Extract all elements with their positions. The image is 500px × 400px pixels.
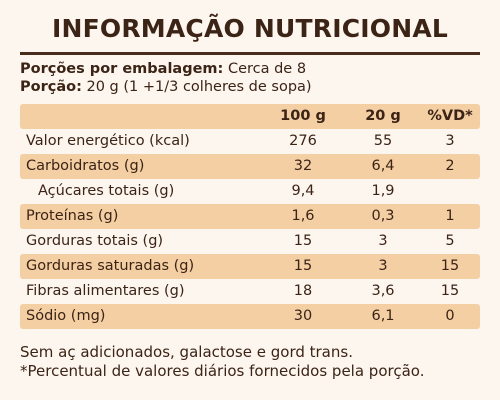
value-100g: 1,6 bbox=[291, 208, 315, 224]
nutrient-label: Gorduras totais (g) bbox=[26, 233, 164, 249]
header-vd: %VD* bbox=[427, 108, 473, 124]
nutrient-label: Açúcares totais (g) bbox=[38, 183, 175, 199]
portion-size: Porção: 20 g (1 +1/3 colheres de sopa) bbox=[20, 78, 480, 96]
value-vd: 1 bbox=[445, 208, 455, 224]
nutrient-label: Valor energético (kcal) bbox=[26, 133, 190, 149]
servings-per-package-value: Cerca de 8 bbox=[227, 61, 307, 77]
nutrient-label: Fibras alimentares (g) bbox=[26, 283, 185, 299]
value-vd: 5 bbox=[445, 233, 455, 249]
table-row: Valor energético (kcal) 276 55 3 bbox=[20, 129, 480, 154]
table-row: Sódio (mg) 30 6,1 0 bbox=[20, 304, 480, 329]
header-100g: 100 g bbox=[280, 108, 326, 124]
value-vd: 15 bbox=[440, 258, 460, 274]
header-20g: 20 g bbox=[365, 108, 401, 124]
nutrient-label: Gorduras saturadas (g) bbox=[26, 258, 195, 274]
table-row: Fibras alimentares (g) 18 3,6 15 bbox=[20, 279, 480, 304]
nutrient-label: Proteínas (g) bbox=[26, 208, 119, 224]
value-20g: 6,1 bbox=[371, 308, 395, 324]
value-20g: 55 bbox=[373, 133, 393, 149]
footnote-daily-values: *Percentual de valores diários fornecido… bbox=[20, 362, 425, 380]
value-20g: 6,4 bbox=[371, 158, 395, 174]
value-100g: 276 bbox=[289, 133, 317, 149]
title-divider bbox=[20, 52, 480, 55]
table-row: Açúcares totais (g) 9,4 1,9 bbox=[20, 179, 480, 204]
servings-per-package-label: Porções por embalagem: bbox=[20, 61, 224, 77]
value-100g: 30 bbox=[293, 308, 313, 324]
page-title: INFORMAÇÃO NUTRICIONAL bbox=[51, 14, 448, 43]
value-20g: 3 bbox=[378, 233, 388, 249]
table-row: Gorduras totais (g) 15 3 5 bbox=[20, 229, 480, 254]
table-row: Carboidratos (g) 32 6,4 2 bbox=[20, 154, 480, 179]
table-row: Proteínas (g) 1,6 0,3 1 bbox=[20, 204, 480, 229]
table-header-row: 100 g 20 g %VD* bbox=[20, 104, 480, 129]
value-20g: 3 bbox=[378, 258, 388, 274]
servings-per-package: Porções por embalagem: Cerca de 8 bbox=[20, 60, 480, 78]
footnote-additives: Sem aç adicionados, galactose e gord tra… bbox=[20, 343, 353, 361]
value-vd: 2 bbox=[445, 158, 455, 174]
table-row: Gorduras saturadas (g) 15 3 15 bbox=[20, 254, 480, 279]
value-100g: 18 bbox=[293, 283, 313, 299]
value-100g: 15 bbox=[293, 233, 313, 249]
value-100g: 32 bbox=[293, 158, 313, 174]
value-20g: 0,3 bbox=[371, 208, 395, 224]
value-20g: 3,6 bbox=[371, 283, 395, 299]
value-vd: 0 bbox=[445, 308, 455, 324]
value-vd: 15 bbox=[440, 283, 460, 299]
value-vd bbox=[422, 179, 478, 204]
value-100g: 15 bbox=[293, 258, 313, 274]
portion-label: Porção: bbox=[20, 79, 82, 95]
nutrient-label: Sódio (mg) bbox=[26, 308, 106, 324]
portion-value: 20 g (1 +1/3 colheres de sopa) bbox=[86, 79, 312, 95]
value-vd: 3 bbox=[445, 133, 455, 149]
value-100g: 9,4 bbox=[291, 183, 315, 199]
value-20g: 1,9 bbox=[371, 183, 395, 199]
nutrition-table: 100 g 20 g %VD* Valor energético (kcal) … bbox=[20, 104, 480, 329]
nutrient-label: Carboidratos (g) bbox=[26, 158, 145, 174]
